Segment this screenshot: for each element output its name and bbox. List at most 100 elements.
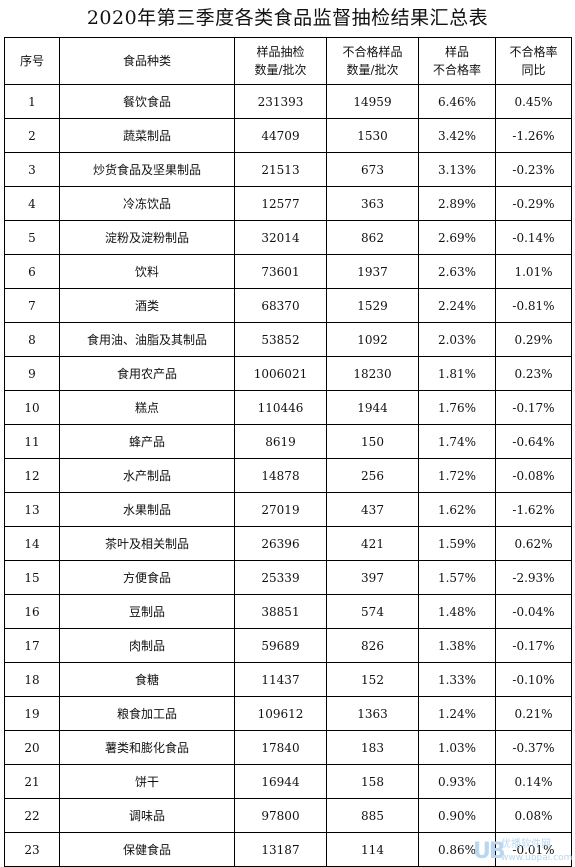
cell-food-category: 酒类 — [59, 288, 235, 323]
cell-unqualified-count: 1530 — [326, 118, 419, 153]
cell-sample-count: 38851 — [234, 594, 327, 629]
cell-sample-count: 12577 — [234, 186, 327, 221]
cell-serial: 6 — [4, 254, 60, 289]
cell-serial: 7 — [4, 288, 60, 323]
cell-food-category: 炒货食品及坚果制品 — [59, 152, 235, 187]
cell-unqualified-rate: 3.13% — [418, 152, 496, 187]
cell-serial: 14 — [4, 526, 60, 561]
cell-serial: 3 — [4, 152, 60, 187]
cell-sample-count: 13187 — [234, 832, 327, 867]
cell-food-category: 食用农产品 — [59, 356, 235, 391]
cell-unqualified-rate: 6.46% — [418, 84, 496, 119]
cell-food-category: 糕点 — [59, 390, 235, 425]
cell-rate-yoy: -0.08% — [495, 458, 572, 493]
cell-serial: 15 — [4, 560, 60, 595]
cell-food-category: 调味品 — [59, 798, 235, 833]
cell-unqualified-rate: 1.59% — [418, 526, 496, 561]
cell-unqualified-rate: 2.69% — [418, 220, 496, 255]
table-title: 2020年第三季度各类食品监督抽检结果汇总表 — [86, 7, 489, 29]
table-row: 12 水产制品 14878 256 1.72% -0.08% — [4, 458, 572, 493]
cell-sample-count: 14878 — [234, 458, 327, 493]
table-row: 21 饼干 16944 158 0.93% 0.14% — [4, 764, 572, 799]
cell-food-category: 蔬菜制品 — [59, 118, 235, 153]
cell-sample-count: 44709 — [234, 118, 327, 153]
header-unqualified-count: 不合格样品 数量/批次 — [326, 37, 419, 85]
cell-serial: 1 — [4, 84, 60, 119]
cell-food-category: 保健食品 — [59, 832, 235, 867]
cell-unqualified-rate: 3.42% — [418, 118, 496, 153]
cell-rate-yoy: 0.45% — [495, 84, 572, 119]
table-row: 9 食用农产品 1006021 18230 1.81% 0.23% — [4, 356, 572, 391]
cell-rate-yoy: -0.04% — [495, 594, 572, 629]
cell-sample-count: 11437 — [234, 662, 327, 697]
cell-unqualified-rate: 1.33% — [418, 662, 496, 697]
cell-unqualified-rate: 0.90% — [418, 798, 496, 833]
cell-rate-yoy: -0.23% — [495, 152, 572, 187]
table-row: 4 冷冻饮品 12577 363 2.89% -0.29% — [4, 186, 572, 221]
cell-unqualified-rate: 1.03% — [418, 730, 496, 765]
cell-unqualified-count: 150 — [326, 424, 419, 459]
cell-serial: 21 — [4, 764, 60, 799]
cell-unqualified-rate: 0.93% — [418, 764, 496, 799]
cell-unqualified-rate: 2.03% — [418, 322, 496, 357]
cell-unqualified-count: 1937 — [326, 254, 419, 289]
table-row: 2 蔬菜制品 44709 1530 3.42% -1.26% — [4, 118, 572, 153]
cell-unqualified-count: 1944 — [326, 390, 419, 425]
cell-rate-yoy: -0.17% — [495, 390, 572, 425]
cell-sample-count: 27019 — [234, 492, 327, 527]
cell-serial: 18 — [4, 662, 60, 697]
cell-rate-yoy: 0.08% — [495, 798, 572, 833]
table-row: 17 肉制品 59689 826 1.38% -0.17% — [4, 628, 572, 663]
cell-sample-count: 97800 — [234, 798, 327, 833]
cell-sample-count: 32014 — [234, 220, 327, 255]
cell-food-category: 水果制品 — [59, 492, 235, 527]
cell-unqualified-rate: 1.76% — [418, 390, 496, 425]
cell-unqualified-rate: 1.38% — [418, 628, 496, 663]
cell-rate-yoy: 0.23% — [495, 356, 572, 391]
cell-unqualified-count: 397 — [326, 560, 419, 595]
cell-sample-count: 8619 — [234, 424, 327, 459]
cell-food-category: 粮食加工品 — [59, 696, 235, 731]
cell-unqualified-rate: 2.63% — [418, 254, 496, 289]
cell-food-category: 豆制品 — [59, 594, 235, 629]
cell-sample-count: 109612 — [234, 696, 327, 731]
cell-unqualified-count: 14959 — [326, 84, 419, 119]
table-row: 11 蜂产品 8619 150 1.74% -0.64% — [4, 424, 572, 459]
cell-serial: 19 — [4, 696, 60, 731]
cell-sample-count: 21513 — [234, 152, 327, 187]
cell-unqualified-rate: 1.62% — [418, 492, 496, 527]
cell-rate-yoy: -0.81% — [495, 288, 572, 323]
header-row: 序号 食品种类 样品抽检 数量/批次 不合格样品 数量/批次 样品 不合格率 不合格率… — [4, 37, 572, 85]
cell-unqualified-count: 1363 — [326, 696, 419, 731]
inspection-summary-table: 序号 食品种类 样品抽检 数量/批次 不合格样品 数量/批次 样品 不合格率 不合格率… — [4, 37, 572, 867]
cell-food-category: 肉制品 — [59, 628, 235, 663]
table-row: 1 餐饮食品 231393 14959 6.46% 0.45% — [4, 84, 572, 119]
header-unqualified-rate: 样品 不合格率 — [418, 37, 496, 85]
cell-rate-yoy: -1.26% — [495, 118, 572, 153]
cell-sample-count: 68370 — [234, 288, 327, 323]
table-row: 15 方便食品 25339 397 1.57% -2.93% — [4, 560, 572, 595]
cell-serial: 8 — [4, 322, 60, 357]
cell-rate-yoy: -0.01% — [495, 832, 572, 867]
cell-unqualified-rate: 2.24% — [418, 288, 496, 323]
cell-sample-count: 17840 — [234, 730, 327, 765]
cell-serial: 9 — [4, 356, 60, 391]
cell-sample-count: 26396 — [234, 526, 327, 561]
cell-unqualified-rate: 1.48% — [418, 594, 496, 629]
cell-rate-yoy: -0.29% — [495, 186, 572, 221]
watermark-logo: UB 优播软件网 www.ubpai.com — [473, 839, 573, 865]
cell-unqualified-count: 421 — [326, 526, 419, 561]
cell-rate-yoy: -0.10% — [495, 662, 572, 697]
cell-sample-count: 59689 — [234, 628, 327, 663]
header-food-category: 食品种类 — [59, 37, 235, 85]
cell-rate-yoy: 1.01% — [495, 254, 572, 289]
header-rate-yoy: 不合格率 同比 — [495, 37, 572, 85]
cell-unqualified-rate: 1.72% — [418, 458, 496, 493]
cell-unqualified-count: 18230 — [326, 356, 419, 391]
watermark-url: www.ubpai.com — [501, 853, 573, 863]
table-row: 13 水果制品 27019 437 1.62% -1.62% — [4, 492, 572, 527]
table-row: 19 粮食加工品 109612 1363 1.24% 0.21% — [4, 696, 572, 731]
cell-serial: 12 — [4, 458, 60, 493]
cell-unqualified-rate: 1.57% — [418, 560, 496, 595]
cell-food-category: 水产制品 — [59, 458, 235, 493]
